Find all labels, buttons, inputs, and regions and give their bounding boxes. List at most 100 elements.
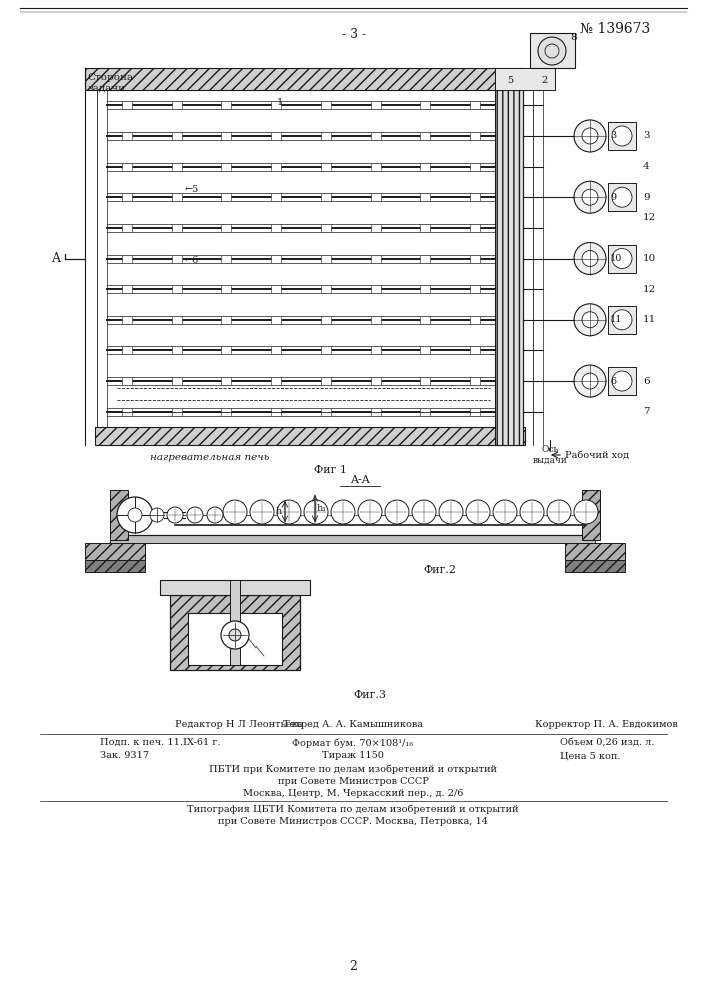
Bar — [370, 101, 380, 109]
Text: 11: 11 — [610, 315, 622, 324]
Bar — [172, 408, 182, 416]
Bar — [530, 33, 575, 68]
Bar — [172, 254, 182, 262]
Circle shape — [538, 37, 566, 65]
Circle shape — [128, 508, 142, 522]
Circle shape — [574, 500, 598, 524]
Bar — [85, 543, 145, 560]
Text: 10: 10 — [643, 254, 656, 263]
Text: Цена 5 коп.: Цена 5 коп. — [560, 751, 621, 760]
Bar — [271, 377, 281, 385]
Circle shape — [304, 500, 328, 524]
Bar — [172, 285, 182, 293]
Bar — [370, 254, 380, 262]
Text: Формат бум. 70×108¹/₁₆: Формат бум. 70×108¹/₁₆ — [293, 738, 414, 748]
Text: Сторона
задачи: Сторона задачи — [87, 73, 133, 92]
Bar — [582, 490, 600, 540]
Bar — [370, 346, 380, 354]
Circle shape — [574, 242, 606, 274]
Bar — [221, 224, 231, 232]
Bar — [470, 316, 480, 324]
Bar — [420, 224, 431, 232]
Text: Типография ЦБТИ Комитета по делам изобретений и открытий: Типография ЦБТИ Комитета по делам изобре… — [187, 805, 519, 814]
Bar — [122, 254, 132, 262]
Bar — [321, 254, 331, 262]
Text: h: h — [276, 507, 282, 516]
Text: Тираж 1150: Тираж 1150 — [322, 751, 384, 760]
Bar — [420, 163, 431, 171]
Text: Фиг 1: Фиг 1 — [313, 465, 346, 475]
Text: A: A — [51, 252, 60, 265]
Circle shape — [250, 500, 274, 524]
Text: h₁: h₁ — [317, 504, 327, 513]
Bar — [565, 560, 625, 572]
Bar — [470, 377, 480, 385]
Text: A-A: A-A — [350, 475, 370, 485]
Bar — [370, 408, 380, 416]
Text: Рабочий ход: Рабочий ход — [565, 450, 629, 460]
Circle shape — [582, 250, 598, 266]
Circle shape — [412, 500, 436, 524]
Circle shape — [612, 126, 632, 146]
Bar — [122, 285, 132, 293]
Bar — [95, 427, 525, 445]
Bar — [122, 193, 132, 201]
Bar — [221, 101, 231, 109]
Bar — [495, 90, 523, 445]
Bar — [122, 377, 132, 385]
Bar — [370, 377, 380, 385]
Bar — [172, 316, 182, 324]
Circle shape — [331, 500, 355, 524]
Circle shape — [439, 500, 463, 524]
Bar — [172, 224, 182, 232]
Bar — [495, 68, 555, 90]
Bar — [221, 193, 231, 201]
Circle shape — [493, 500, 517, 524]
Circle shape — [547, 500, 571, 524]
Bar — [370, 193, 380, 201]
Bar — [221, 377, 231, 385]
Text: 12: 12 — [643, 213, 656, 222]
Circle shape — [574, 120, 606, 152]
Bar — [85, 560, 145, 572]
Circle shape — [612, 371, 632, 391]
Text: 4: 4 — [643, 162, 650, 171]
Text: Зак. 9317: Зак. 9317 — [100, 751, 149, 760]
Text: при Совете Министров СССР. Москва, Петровка, 14: при Совете Министров СССР. Москва, Петро… — [218, 817, 488, 826]
Bar — [321, 316, 331, 324]
Circle shape — [229, 629, 241, 641]
Text: - 3 -: - 3 - — [342, 28, 366, 41]
Bar — [608, 122, 636, 150]
Text: Ось
выдачи: Ось выдачи — [532, 445, 568, 464]
Circle shape — [207, 507, 223, 523]
Bar — [420, 408, 431, 416]
Bar — [221, 285, 231, 293]
Bar — [470, 346, 480, 354]
Text: Корректор П. А. Евдокимов: Корректор П. А. Евдокимов — [535, 720, 678, 729]
Text: 9: 9 — [610, 193, 616, 202]
Bar — [565, 543, 625, 560]
Text: 7: 7 — [643, 407, 650, 416]
Bar — [172, 193, 182, 201]
Circle shape — [358, 500, 382, 524]
Bar — [420, 193, 431, 201]
Text: № 139673: № 139673 — [580, 22, 650, 36]
Bar — [420, 346, 431, 354]
Circle shape — [582, 373, 598, 389]
Bar — [470, 408, 480, 416]
Text: Редактор Н Л Леонтьева: Редактор Н Л Леонтьева — [175, 720, 303, 729]
Circle shape — [223, 500, 247, 524]
Bar — [470, 163, 480, 171]
Text: 10: 10 — [610, 254, 622, 263]
Bar — [370, 163, 380, 171]
Bar — [321, 285, 331, 293]
Bar — [172, 377, 182, 385]
Text: Фиг.2: Фиг.2 — [423, 565, 457, 575]
Bar — [321, 408, 331, 416]
Text: Москва, Центр, М. Черкасский пер., д. 2/6: Москва, Центр, М. Черкасский пер., д. 2/… — [243, 789, 463, 798]
Bar — [370, 285, 380, 293]
Bar — [271, 346, 281, 354]
Bar — [221, 132, 231, 140]
Bar — [188, 613, 282, 665]
Bar — [370, 316, 380, 324]
